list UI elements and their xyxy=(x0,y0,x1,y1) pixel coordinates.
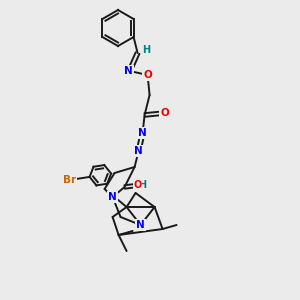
Text: H: H xyxy=(142,45,151,55)
Text: N: N xyxy=(136,220,145,230)
Text: N: N xyxy=(124,66,133,76)
Text: O: O xyxy=(143,70,152,80)
Text: O: O xyxy=(160,108,169,118)
Text: O: O xyxy=(134,180,142,190)
Text: N: N xyxy=(138,128,147,138)
Text: N: N xyxy=(134,146,143,156)
Text: Br: Br xyxy=(63,175,76,185)
Text: H: H xyxy=(139,180,147,190)
Text: N: N xyxy=(108,192,117,202)
